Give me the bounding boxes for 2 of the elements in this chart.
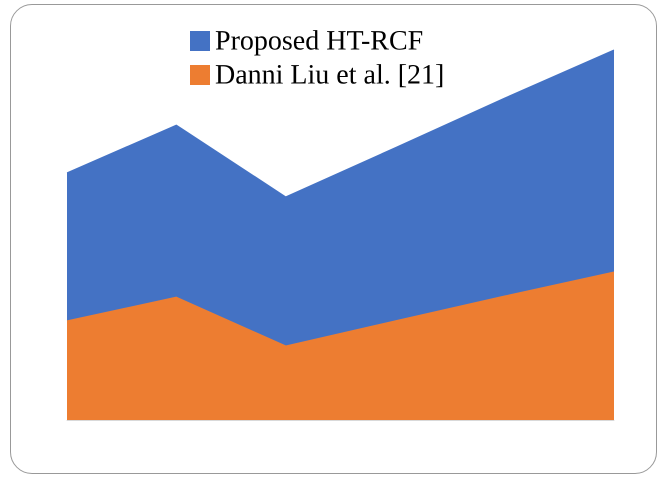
legend-label: Proposed HT-RCF <box>215 26 424 56</box>
legend-label: Danni Liu et al. [21] <box>215 60 444 90</box>
